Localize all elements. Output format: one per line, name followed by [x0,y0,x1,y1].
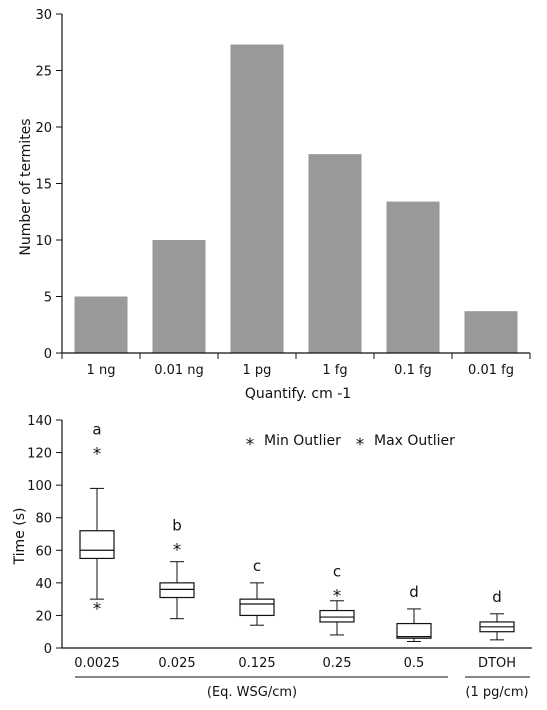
group-label-pg: (1 pg/cm) [465,685,528,700]
box-y-tick-label-7: 140 [27,414,52,429]
bar-5 [464,311,518,353]
box-x-tick-label-2: 0.125 [238,656,275,671]
box-x-tick-label-4: 0.5 [404,656,425,671]
bar-y-tick-label-2: 10 [35,234,52,249]
box-x-tick-label-5: DTOH [478,656,516,671]
bar-4 [386,201,440,353]
box-significance-letter-0: a [92,421,101,439]
legend-max-marker: * [356,435,365,455]
bar-x-tick-label-1: 0.01 ng [154,363,204,378]
box-y-tick-label-5: 100 [27,479,52,494]
box-y-tick-label-2: 40 [35,577,52,592]
box-outlier-high-0-0: * [93,445,102,465]
box-significance-letter-2: c [253,557,261,575]
bar-y-tick-label-5: 25 [35,65,52,80]
box-outlier-high-3-0: * [333,586,342,606]
box-1 [159,582,195,599]
box-outlier-high-1-0: * [173,541,182,561]
box-outlier-low-0-0: * [93,599,102,619]
box-y-tick-label-1: 20 [35,609,52,624]
time-box-plot: Time (s) * * a * b c * c d d 0 20 40 60 80 100 120 140 0.… [12,414,532,700]
bar-2 [230,44,284,353]
termite-count-bar-chart: Number of termites Quantify. cm -1 0 5 10 1… [18,8,531,402]
bar-x-tick-label-3: 1 fg [322,363,347,378]
outlier-legend: * Min Outlier * Max Outlier [246,433,455,455]
bar-0 [74,296,128,353]
group-brackets: (Eq. WSG/cm) (1 pg/cm) [75,676,530,700]
bar-1 [152,240,206,353]
legend-min-marker: * [246,435,255,455]
bar-y-tick-label-0: 0 [44,347,52,362]
legend-max-label: Max Outlier [374,433,455,449]
box-significance-letter-4: d [409,583,419,601]
bar-axes: 0 5 10 15 20 25 30 1 ng 0.01 ng 1 pg 1 fg 0.1 fg 0.0… [35,8,531,378]
bar-y-axis-title: Number of termites [18,118,34,255]
bar-x-tick-label-4: 0.1 fg [394,363,432,378]
box-3 [319,609,355,623]
box-2 [239,598,275,617]
box-4 [396,622,432,639]
box-y-tick-label-3: 60 [35,544,52,559]
bar-x-tick-label-2: 1 pg [243,363,272,378]
box-y-tick-label-6: 120 [27,447,52,462]
box-x-tick-label-0: 0.0025 [74,656,120,671]
box-y-tick-label-0: 0 [44,642,52,657]
box-y-axis-title: Time (s) [12,508,28,566]
box-0 [79,530,115,560]
box-x-tick-label-1: 0.025 [158,656,195,671]
box-significance-letter-3: c [333,562,341,580]
box-x-tick-label-3: 0.25 [323,656,352,671]
bar-x-tick-label-5: 0.01 fg [468,363,514,378]
box-significance-letter-1: b [172,517,182,535]
group-label-eq-wsg: (Eq. WSG/cm) [207,685,297,700]
bar-y-tick-label-4: 20 [35,121,52,136]
box-y-tick-label-4: 80 [35,512,52,527]
bar-x-tick-label-0: 1 ng [87,363,116,378]
box-marks: * * a * b c * c d d [79,421,515,642]
bar-x-axis-title: Quantify. cm -1 [245,386,351,402]
bar-y-tick-label-3: 15 [35,178,52,193]
bar-3 [308,154,362,353]
bar-y-tick-label-6: 30 [35,8,52,23]
box-significance-letter-5: d [492,588,502,606]
box-axes: 0 20 40 60 80 100 120 140 0.0025 0.025 0.125 0.25 0.… [27,414,532,671]
legend-min-label: Min Outlier [264,433,341,449]
bar-marks [74,44,518,353]
bar-y-tick-label-1: 5 [44,291,52,306]
